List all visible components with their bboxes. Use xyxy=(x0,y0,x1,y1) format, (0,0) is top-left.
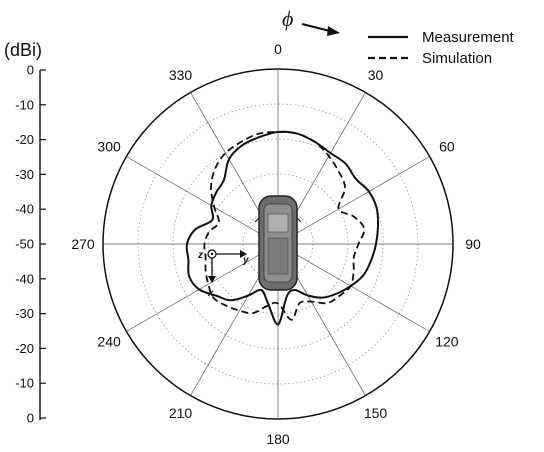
radial-ticks: 0 -10 -20 -30 -40 -50 -40 -30 -20 -10 0 xyxy=(15,63,46,426)
inset-x-label: x xyxy=(207,288,214,299)
coordinate-axes-icon: z y x xyxy=(197,249,249,299)
radial-tick-label: -20 xyxy=(15,341,34,356)
series-line-simulation xyxy=(203,131,366,321)
radial-tick-label: -10 xyxy=(15,376,34,391)
radial-tick-label: -40 xyxy=(15,271,34,286)
radial-tick-label: 0 xyxy=(27,63,34,78)
series-line-measurement xyxy=(185,130,380,326)
radial-tick-label: -40 xyxy=(15,202,34,217)
angle-tick-label: 150 xyxy=(364,405,388,421)
inset-y-label: y xyxy=(242,255,249,266)
angle-tick-label: 120 xyxy=(435,334,459,350)
legend: Measurement Simulation xyxy=(368,29,515,67)
angle-tick-label: 300 xyxy=(97,139,121,155)
radial-db-axis: (dBi) xyxy=(4,40,42,420)
unit-label: (dBi) xyxy=(4,40,42,60)
radial-tick-label: -30 xyxy=(15,167,34,182)
phi-direction-indicator: ϕ xyxy=(282,6,340,36)
angle-tick-label: 180 xyxy=(266,431,290,447)
angle-tick-label: 240 xyxy=(97,334,121,350)
angle-tick-label: 330 xyxy=(169,67,193,83)
radial-tick-label: -50 xyxy=(15,237,34,252)
radial-tick-label: -20 xyxy=(15,132,34,147)
angle-tick-label: 210 xyxy=(169,405,193,421)
angle-tick-label: 30 xyxy=(368,67,384,83)
angle-tick-label: 90 xyxy=(465,236,481,252)
angle-tick-label: 270 xyxy=(71,236,95,252)
radial-tick-label: -30 xyxy=(15,306,34,321)
series-layer xyxy=(185,130,380,326)
angle-tick-label: 0 xyxy=(274,41,282,57)
inset-z-label: z xyxy=(197,250,203,261)
radial-tick-label: 0 xyxy=(27,411,34,426)
phi-label: ϕ xyxy=(282,6,293,31)
angle-tick-label: 60 xyxy=(439,139,455,155)
device-model-icon xyxy=(254,195,302,291)
phi-arrow-icon xyxy=(327,26,340,36)
legend-measurement-label: Measurement xyxy=(422,29,515,46)
angle-labels: 0 30 60 90 120 150 180 210 240 270 300 330 xyxy=(71,41,481,447)
legend-simulation-label: Simulation xyxy=(422,50,492,67)
radial-tick-label: -10 xyxy=(15,97,34,112)
